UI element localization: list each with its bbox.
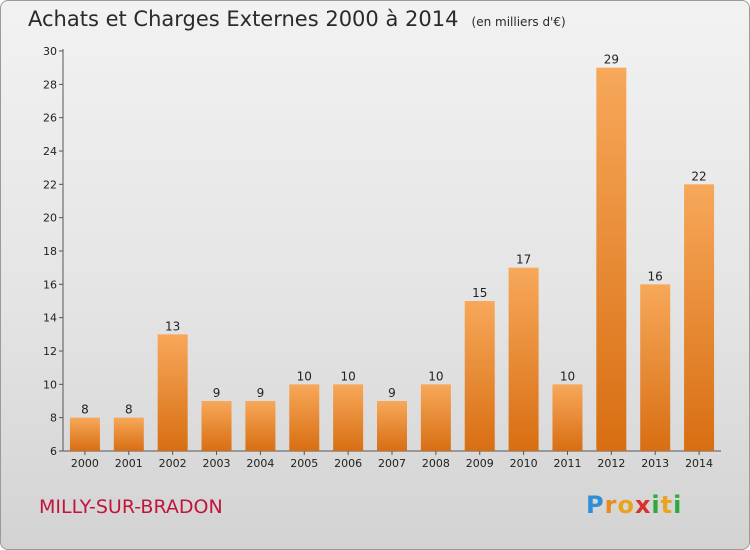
logo-letter: P <box>586 491 605 519</box>
bar-2002 <box>157 334 188 451</box>
y-tick-label: 12 <box>43 345 57 358</box>
x-tick-label-2013: 2013 <box>641 457 669 470</box>
data-label-2014: 22 <box>691 169 706 183</box>
y-tick-label: 6 <box>50 445 57 458</box>
data-label-2005: 10 <box>297 369 312 383</box>
bar-2006 <box>333 384 364 451</box>
data-label-2012: 29 <box>604 53 619 67</box>
x-tick-label-2001: 2001 <box>115 457 143 470</box>
bar-2003 <box>201 401 232 451</box>
data-label-2009: 15 <box>472 286 487 300</box>
x-tick-label-2000: 2000 <box>71 457 99 470</box>
x-tick-label-2010: 2010 <box>510 457 538 470</box>
data-label-2008: 10 <box>428 369 443 383</box>
logo-letter: o <box>617 491 635 519</box>
logo-letter: t <box>660 491 674 519</box>
y-tick-label: 26 <box>43 112 57 125</box>
bar-2012 <box>596 67 627 452</box>
x-tick-label-2009: 2009 <box>466 457 494 470</box>
x-tick-label-2008: 2008 <box>422 457 450 470</box>
city-name: MILLY-SUR-BRADON <box>39 496 223 518</box>
x-tick-label-2003: 2003 <box>203 457 231 470</box>
proxiti-logo: Proxiti <box>586 491 682 519</box>
y-tick-label: 20 <box>43 212 57 225</box>
y-tick-label: 28 <box>43 78 57 91</box>
bar-2011 <box>552 384 583 451</box>
axes: 6 8 10 12 14 16 18 20 22 24 26 28 30 2000 2001 2002 2003… <box>43 45 721 470</box>
data-label-2007: 9 <box>388 386 396 400</box>
bar-2000 <box>69 417 100 451</box>
x-tick-label-2002: 2002 <box>159 457 187 470</box>
data-label-2002: 13 <box>165 319 180 333</box>
bar-2007 <box>377 401 407 451</box>
data-label-2011: 10 <box>560 369 575 383</box>
bar-2005 <box>289 384 320 451</box>
data-labels: 8 8 13 9 9 10 10 9 10 15 17 10 29 16 22 <box>81 53 707 417</box>
data-label-2013: 16 <box>648 269 663 283</box>
chart-title-unit: (en milliers d'€) <box>471 15 566 29</box>
bar-2008 <box>420 384 451 451</box>
y-tick-label: 18 <box>43 245 57 258</box>
data-label-2004: 9 <box>257 386 265 400</box>
logo-letter: r <box>604 491 618 519</box>
data-label-2010: 17 <box>516 253 531 267</box>
x-tick-label-2005: 2005 <box>290 457 318 470</box>
bar-2001 <box>113 417 144 451</box>
x-tick-label-2004: 2004 <box>246 457 274 470</box>
data-label-2000: 8 <box>81 403 89 417</box>
chart-title: Achats et Charges Externes 2000 à 2014 (… <box>28 7 566 31</box>
x-tick-label-2012: 2012 <box>597 457 625 470</box>
x-tick-label-2014: 2014 <box>685 457 713 470</box>
chart-title-main: Achats et Charges Externes 2000 à 2014 <box>28 7 459 31</box>
data-label-2003: 9 <box>213 386 221 400</box>
data-label-2006: 10 <box>340 369 355 383</box>
bar-2010 <box>508 267 539 451</box>
logo-letter: x <box>634 491 652 519</box>
bars <box>69 67 715 452</box>
logo-letter: i <box>673 491 683 519</box>
y-tick-label: 10 <box>43 378 57 391</box>
y-tick-label: 24 <box>43 145 57 158</box>
y-tick-label: 16 <box>43 278 57 291</box>
y-tick-label: 8 <box>50 412 57 425</box>
x-tick-label-2007: 2007 <box>378 457 406 470</box>
y-tick-label: 14 <box>43 312 57 325</box>
y-tick-label: 30 <box>43 45 57 58</box>
x-tick-label-2006: 2006 <box>334 457 362 470</box>
data-label-2001: 8 <box>125 403 133 417</box>
y-tick-label: 22 <box>43 178 57 191</box>
bar-2014 <box>684 184 715 452</box>
bar-2004 <box>245 401 276 451</box>
x-tick-label-2011: 2011 <box>553 457 581 470</box>
logo-letter: i <box>651 491 661 519</box>
bar-2013 <box>640 284 671 451</box>
bar-2009 <box>464 301 495 451</box>
